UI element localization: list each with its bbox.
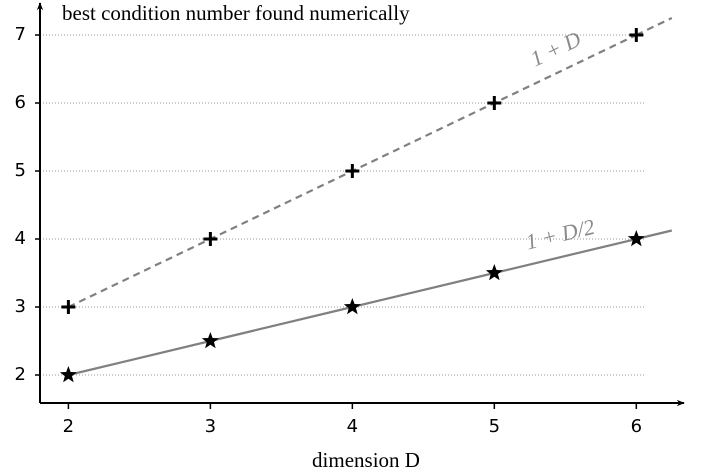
x-axis-label: dimension D <box>312 448 420 472</box>
x-tick-label: 2 <box>63 416 74 437</box>
series-label: 1 + D/2 <box>523 214 597 255</box>
star-marker <box>201 332 219 349</box>
x-tick-label: 3 <box>205 416 216 437</box>
plus-marker <box>487 96 502 110</box>
chart-title: best condition number found numerically <box>62 1 410 25</box>
y-tick-label: 3 <box>15 296 26 317</box>
x-tick-label: 5 <box>489 416 500 437</box>
y-tick-label: 6 <box>15 92 26 113</box>
plus-marker <box>629 28 644 42</box>
star-marker <box>343 298 361 315</box>
grid <box>40 34 646 376</box>
x-tick-label: 6 <box>631 416 642 437</box>
plus-marker <box>345 164 360 178</box>
y-tick-label: 7 <box>15 24 26 45</box>
star-marker <box>59 366 77 383</box>
y-tick-label: 2 <box>15 364 26 385</box>
x-tick-label: 4 <box>347 416 358 437</box>
star-marker <box>485 264 503 281</box>
y-tick-label: 4 <box>15 228 26 249</box>
line-extension <box>635 17 673 36</box>
plus-marker <box>61 300 76 314</box>
star-marker <box>627 230 645 247</box>
series-label: 1 + D <box>526 26 584 71</box>
plus-marker <box>203 232 218 246</box>
y-tick-label: 5 <box>15 160 26 181</box>
